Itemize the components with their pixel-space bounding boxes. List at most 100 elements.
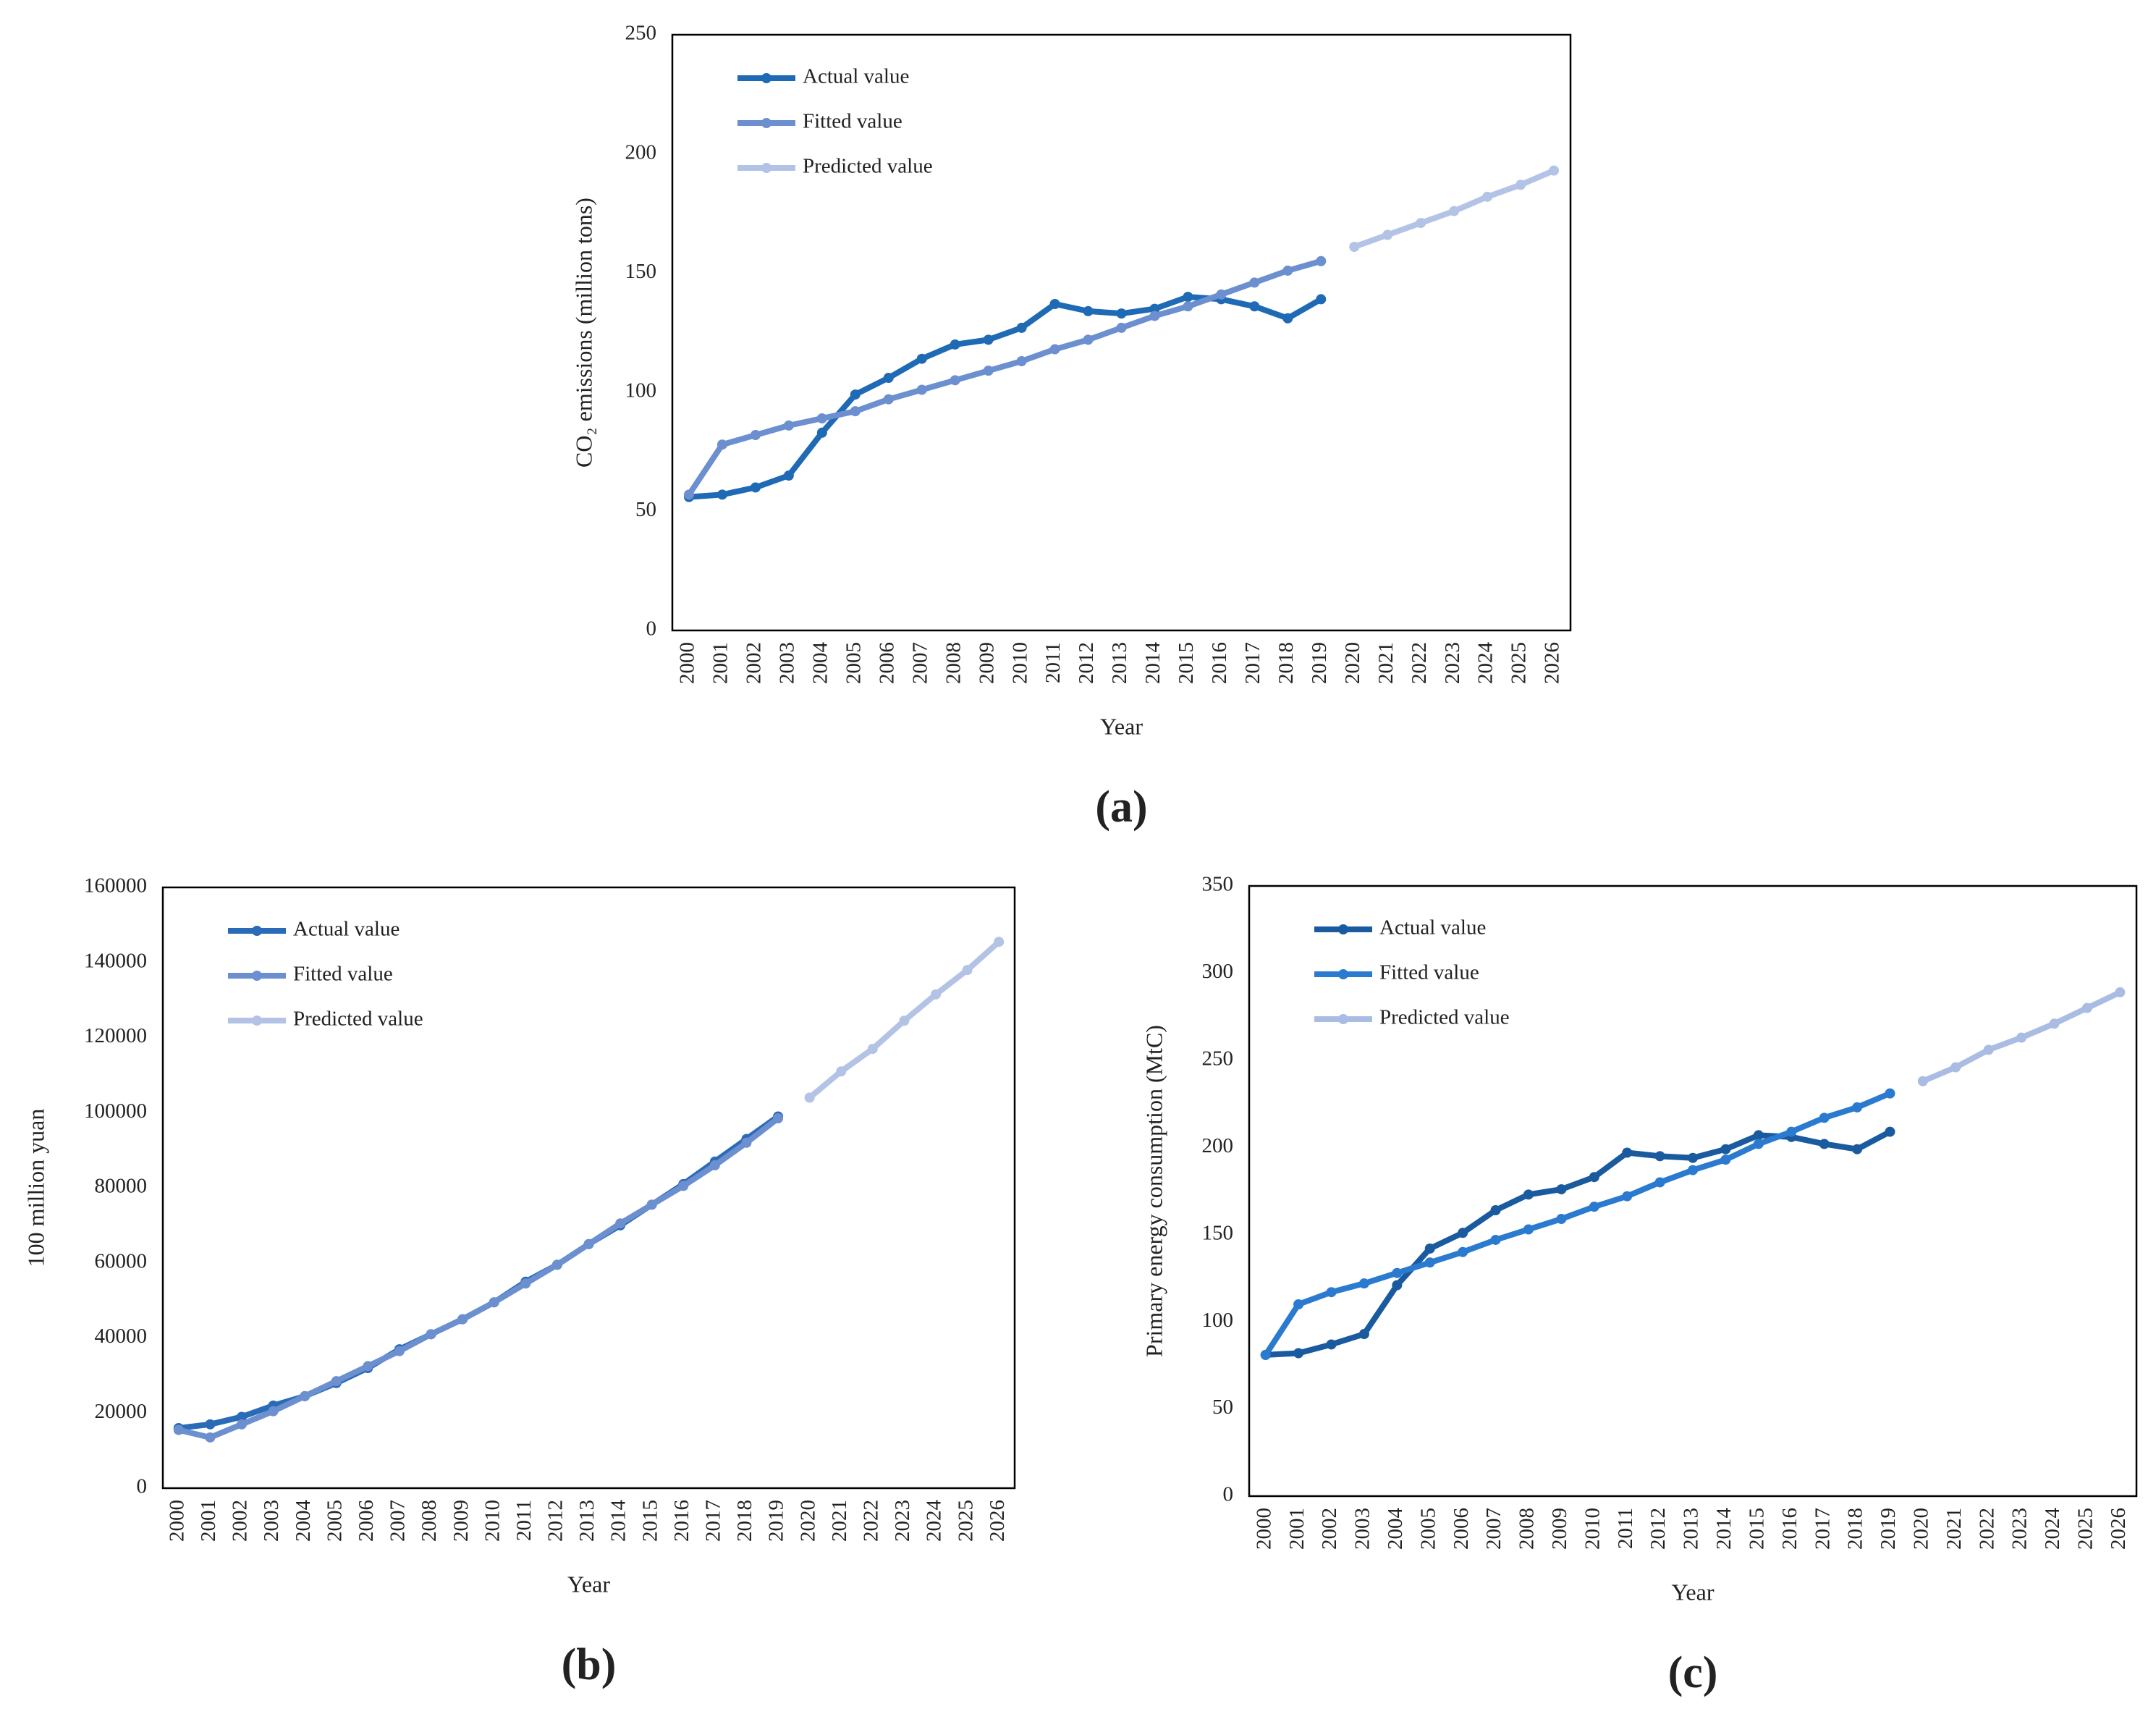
point-marker xyxy=(1249,301,1260,312)
x-tick-label: 2023 xyxy=(1441,642,1464,684)
y-tick-label: 160000 xyxy=(84,874,147,898)
point-marker xyxy=(1183,301,1193,312)
y-tick-label: 0 xyxy=(137,1475,148,1498)
point-marker xyxy=(678,1181,689,1191)
x-tick-label: 2019 xyxy=(1308,642,1331,684)
x-tick-label: 2002 xyxy=(229,1500,252,1542)
point-marker xyxy=(1852,1144,1863,1154)
x-tick-label: 2003 xyxy=(1351,1508,1374,1550)
point-marker xyxy=(1326,1287,1337,1298)
panel-label: (a) xyxy=(1095,782,1147,832)
point-marker xyxy=(1917,1076,1928,1086)
point-marker xyxy=(1282,265,1293,276)
point-marker xyxy=(1392,1267,1403,1278)
x-tick-label: 2017 xyxy=(1241,642,1264,684)
point-marker xyxy=(1458,1246,1468,1257)
x-tick-label: 2018 xyxy=(1844,1508,1867,1550)
point-marker xyxy=(236,1419,247,1430)
x-tick-label: 2014 xyxy=(1141,642,1164,685)
x-tick-label: 2011 xyxy=(1614,1508,1637,1549)
point-marker xyxy=(716,489,727,500)
point-marker xyxy=(1523,1224,1534,1235)
x-tick-label: 2008 xyxy=(942,642,965,684)
x-tick-label: 2017 xyxy=(702,1500,725,1542)
point-marker xyxy=(1049,298,1060,309)
point-marker xyxy=(300,1390,310,1401)
point-marker xyxy=(1622,1191,1633,1202)
y-tick-label: 0 xyxy=(646,617,657,641)
y-tick-label: 20000 xyxy=(95,1400,148,1423)
point-marker xyxy=(1654,1177,1665,1188)
x-tick-label: 2010 xyxy=(1008,642,1031,684)
point-marker xyxy=(1349,241,1360,252)
x-tick-label: 2005 xyxy=(323,1500,346,1542)
point-marker xyxy=(2115,987,2126,997)
x-tick-label: 2005 xyxy=(842,642,865,684)
x-tick-label: 2023 xyxy=(891,1500,914,1542)
legend-marker xyxy=(1338,1014,1348,1024)
x-tick-label: 2004 xyxy=(1384,1508,1407,1550)
x-tick-label: 2011 xyxy=(512,1500,536,1541)
x-tick-label: 2021 xyxy=(828,1500,851,1542)
point-marker xyxy=(773,1113,784,1124)
legend-marker xyxy=(761,118,771,128)
point-marker xyxy=(1556,1214,1567,1225)
point-marker xyxy=(950,375,960,386)
point-marker xyxy=(268,1406,279,1417)
point-marker xyxy=(962,965,973,976)
point-marker xyxy=(750,430,761,441)
legend-label: Predicted value xyxy=(803,155,933,178)
y-tick-label: 250 xyxy=(625,22,657,45)
x-tick-label: 2003 xyxy=(260,1500,283,1542)
y-tick-label: 140000 xyxy=(84,949,147,972)
point-marker xyxy=(1149,311,1160,321)
y-tick-label: 50 xyxy=(635,498,656,521)
x-tick-label: 2013 xyxy=(575,1500,599,1542)
legend-marker xyxy=(252,1016,262,1026)
panel-label: (c) xyxy=(1668,1648,1718,1697)
point-marker xyxy=(716,439,727,450)
point-marker xyxy=(783,420,794,431)
y-tick-label: 40000 xyxy=(95,1325,148,1348)
point-marker xyxy=(1885,1126,1895,1137)
point-marker xyxy=(916,353,927,364)
x-tick-label: 2000 xyxy=(676,642,699,684)
series-line xyxy=(1265,1129,1892,1358)
y-tick-label: 60000 xyxy=(95,1249,148,1272)
point-marker xyxy=(1282,313,1293,324)
point-marker xyxy=(331,1376,342,1387)
x-tick-label: 2011 xyxy=(1041,642,1065,683)
legend-label: Actual value xyxy=(293,918,400,941)
x-tick-label: 2009 xyxy=(1548,1508,1571,1550)
point-marker xyxy=(816,413,827,424)
point-marker xyxy=(205,1419,216,1430)
x-tick-label: 2004 xyxy=(292,1500,315,1542)
x-tick-label: 2012 xyxy=(544,1500,567,1542)
x-tick-label: 2005 xyxy=(1416,1508,1440,1550)
point-marker xyxy=(2049,1018,2060,1029)
x-tick-label: 2016 xyxy=(1208,642,1231,684)
point-marker xyxy=(1424,1257,1435,1268)
x-tick-label: 2012 xyxy=(1646,1508,1670,1550)
point-marker xyxy=(489,1297,499,1308)
point-marker xyxy=(783,470,794,481)
point-marker xyxy=(1983,1044,1994,1055)
point-marker xyxy=(1316,294,1327,305)
point-marker xyxy=(1622,1147,1633,1158)
x-axis-label: Year xyxy=(567,1571,610,1597)
y-tick-label: 50 xyxy=(1212,1396,1233,1419)
chart: 0 50 100 150 200 250 300 350 2000 2001 2002 2003 200… xyxy=(1141,873,2138,1697)
point-marker xyxy=(1416,218,1426,229)
chart: 0 20000 40000 60000 80000 100000 120000 140000 1… xyxy=(22,874,1016,1689)
x-tick-label: 2000 xyxy=(1252,1508,1275,1550)
point-marker xyxy=(615,1218,626,1229)
legend-label: Fitted value xyxy=(803,110,902,133)
x-tick-label: 2019 xyxy=(765,1500,788,1542)
point-marker xyxy=(1116,308,1127,319)
point-marker xyxy=(1149,303,1160,314)
y-tick-label: 0 xyxy=(1223,1483,1234,1506)
legend-marker xyxy=(252,971,262,981)
x-tick-label: 2010 xyxy=(481,1500,504,1542)
y-tick-label: 100 xyxy=(1202,1309,1234,1332)
point-marker xyxy=(2081,1002,2092,1013)
